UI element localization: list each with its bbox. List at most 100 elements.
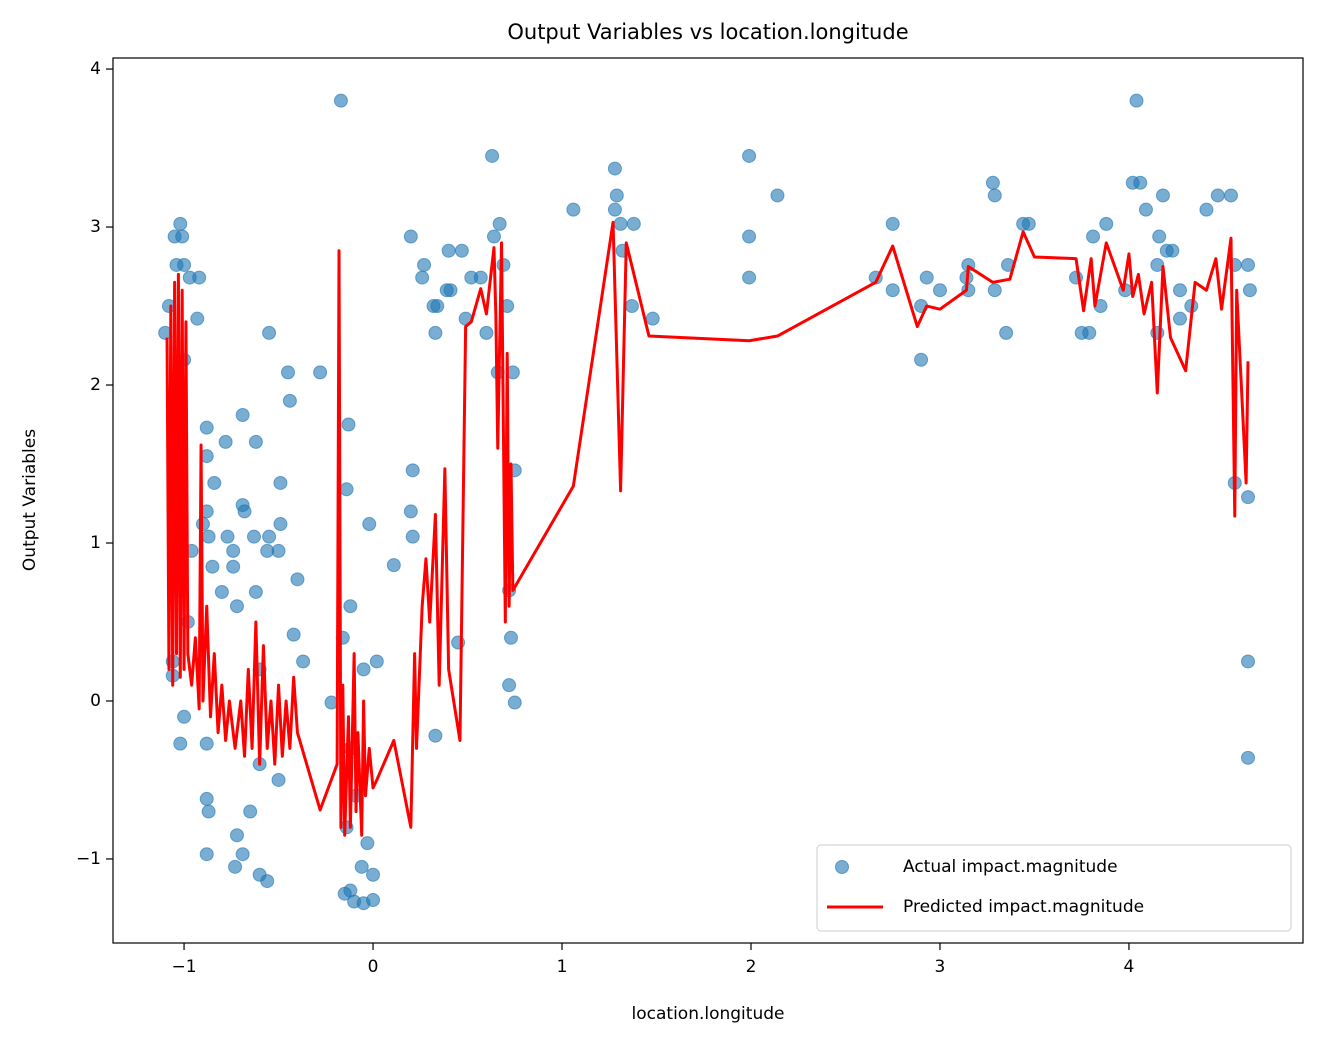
legend-swatch <box>835 860 849 874</box>
scatter-point <box>214 584 229 599</box>
scatter-point <box>624 299 639 314</box>
scatter-point <box>199 736 214 751</box>
scatter-point <box>271 772 286 787</box>
scatter-point <box>987 188 1002 203</box>
legend-label: Predicted impact.magnitude <box>903 897 1144 917</box>
scatter-point <box>1241 257 1256 272</box>
scatter-point <box>243 804 258 819</box>
scatter-point <box>742 148 757 163</box>
scatter-point <box>403 229 418 244</box>
scatter-point <box>205 559 220 574</box>
scatter-point <box>366 867 381 882</box>
y-tick-label: 1 <box>90 533 101 553</box>
scatter-point <box>333 93 348 108</box>
scatter-point <box>229 599 244 614</box>
plot-frame <box>112 57 1304 944</box>
scatter-point <box>486 229 501 244</box>
scatter-point <box>177 709 192 724</box>
scatter-point <box>282 393 297 408</box>
scatter-point <box>360 836 375 851</box>
x-tick-label: −1 <box>172 957 197 977</box>
scatter-point <box>492 216 507 231</box>
scatter-point <box>262 529 277 544</box>
scatter-point <box>961 283 976 298</box>
scatter-point <box>1199 202 1214 217</box>
scatter-point <box>914 352 929 367</box>
scatter-point <box>1241 654 1256 669</box>
scatter-point <box>742 229 757 244</box>
scatter-point <box>313 365 328 380</box>
scatter-point <box>932 283 947 298</box>
y-tick-label: 4 <box>90 59 101 79</box>
scatter-point <box>415 270 430 285</box>
scatter-point <box>1086 229 1101 244</box>
scatter-point <box>430 299 445 314</box>
scatter-point <box>742 270 757 285</box>
scatter-point <box>226 543 241 558</box>
legend-label: Actual impact.magnitude <box>903 857 1118 877</box>
scatter-point <box>207 475 222 490</box>
x-axis-label: location.longitude <box>632 1004 785 1024</box>
scatter-point <box>386 558 401 573</box>
scatter-point <box>248 584 263 599</box>
scatter-point <box>173 736 188 751</box>
scatter-point <box>1021 216 1036 231</box>
scatter-point <box>770 188 785 203</box>
scatter-point <box>262 325 277 340</box>
scatter-point <box>229 828 244 843</box>
scatter-point <box>246 529 261 544</box>
scatter-point <box>237 504 252 519</box>
x-tick-label: 4 <box>1124 957 1135 977</box>
scatter-point <box>273 517 288 532</box>
scatter-point <box>1242 283 1257 298</box>
scatter-point <box>607 202 622 217</box>
scatter-point <box>369 654 384 669</box>
scatter-point <box>199 791 214 806</box>
scatter-point <box>1241 490 1256 505</box>
scatter-point <box>199 847 214 862</box>
scatter-point <box>626 216 641 231</box>
scatter-point <box>919 270 934 285</box>
scatter-point <box>290 572 305 587</box>
scatter-point <box>473 270 488 285</box>
scatter-point <box>985 175 1000 190</box>
x-tick-label: 0 <box>368 957 379 977</box>
scatter-point <box>1241 750 1256 765</box>
plot-area <box>158 93 1257 911</box>
scatter-point <box>1129 93 1144 108</box>
scatter-point <box>1172 311 1187 326</box>
scatter-point <box>1133 175 1148 190</box>
scatter-point <box>1150 257 1165 272</box>
scatter-point <box>1138 202 1153 217</box>
scatter-point <box>428 325 443 340</box>
scatter-point <box>362 517 377 532</box>
scatter-point <box>405 463 420 478</box>
scatter-point <box>271 543 286 558</box>
scatter-point <box>607 161 622 176</box>
y-tick-label: 2 <box>90 375 101 395</box>
x-tick-label: 1 <box>557 957 568 977</box>
scatter-point <box>366 893 381 908</box>
scatter-point <box>1099 216 1114 231</box>
scatter-point <box>356 662 371 677</box>
scatter-point <box>503 630 518 645</box>
scatter-point <box>235 408 250 423</box>
scatter-point <box>218 434 233 449</box>
scatter-point <box>341 417 356 432</box>
scatter-point <box>496 257 511 272</box>
y-tick-label: −1 <box>76 849 101 869</box>
scatter-point <box>502 678 517 693</box>
scatter-point <box>226 559 241 574</box>
y-axis-label: Output Variables <box>20 429 40 571</box>
scatter-point <box>248 434 263 449</box>
scatter-point <box>987 283 1002 298</box>
scatter-point <box>1165 243 1180 258</box>
scatter-point <box>175 229 190 244</box>
scatter-point <box>1082 325 1097 340</box>
scatter-point <box>337 886 352 901</box>
scatter-point <box>441 243 456 258</box>
scatter-point <box>566 202 581 217</box>
scatter-point <box>1172 283 1187 298</box>
scatter-point <box>1210 188 1225 203</box>
